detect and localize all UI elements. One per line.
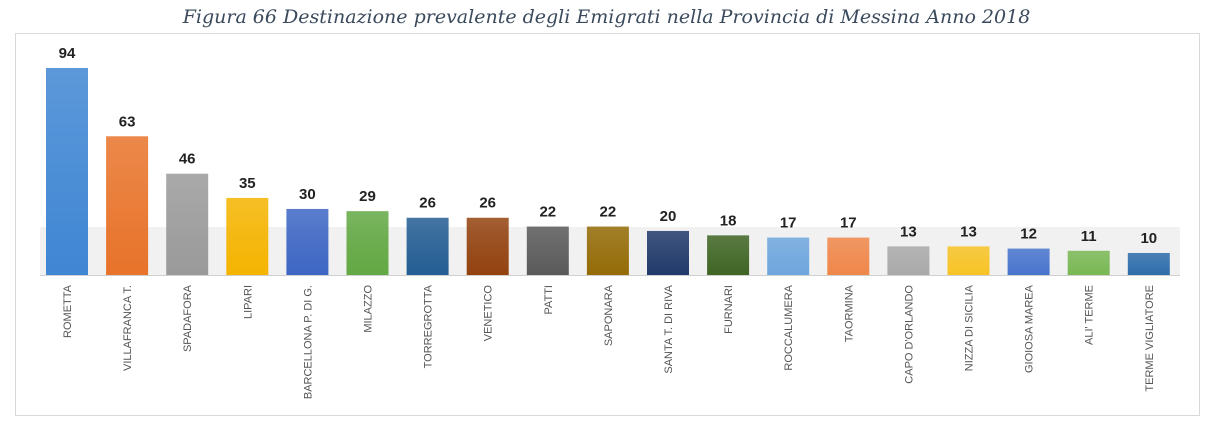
bar xyxy=(286,208,329,275)
bar xyxy=(166,173,209,275)
figure-caption: Figura 66 Destinazione prevalente degli … xyxy=(182,6,1031,28)
data-label: 18 xyxy=(720,212,737,229)
data-label: 17 xyxy=(780,215,797,232)
category-label: ROMETTA xyxy=(62,284,74,338)
data-label: 46 xyxy=(179,151,196,168)
bar xyxy=(226,197,269,275)
data-label: 22 xyxy=(539,204,556,221)
data-label: 26 xyxy=(479,195,496,212)
bar xyxy=(707,235,750,275)
category-label: VILLAFRANCA T. xyxy=(122,285,134,371)
category-label: PATTI xyxy=(543,285,555,315)
category-label: BARCELLONA P. DI G. xyxy=(302,285,314,399)
data-label: 26 xyxy=(419,195,436,212)
data-label: 29 xyxy=(359,188,376,205)
data-label: 35 xyxy=(239,175,256,192)
bar xyxy=(586,226,629,275)
bar xyxy=(767,237,810,275)
data-label: 10 xyxy=(1140,230,1157,247)
data-label: 13 xyxy=(900,223,917,240)
bar xyxy=(1127,252,1170,275)
bar xyxy=(466,217,509,275)
bar xyxy=(106,136,149,275)
chart-frame xyxy=(15,33,1200,416)
data-label: 94 xyxy=(59,45,76,62)
category-label: GIOIOSA MAREA xyxy=(1024,284,1036,373)
bar xyxy=(346,211,389,275)
category-label: TAORMINA xyxy=(843,284,855,342)
category-label: SANTA T. DI RIVA xyxy=(663,284,675,373)
category-label: MILAZZO xyxy=(363,285,375,333)
bar xyxy=(947,246,990,275)
bar xyxy=(647,230,689,275)
data-label: 20 xyxy=(660,208,677,225)
data-label: 12 xyxy=(1020,226,1037,243)
category-label: TERME VIGLIATORE xyxy=(1144,285,1156,392)
data-label: 63 xyxy=(119,113,136,130)
bar xyxy=(1067,250,1110,275)
data-label: 30 xyxy=(299,186,316,203)
category-label: TORREGROTTA xyxy=(423,284,435,368)
category-label: ROCCALUMERA xyxy=(783,284,795,370)
category-label: ALI' TERME xyxy=(1084,285,1096,345)
category-label: SPADAFORA xyxy=(182,284,194,352)
bar xyxy=(887,246,930,275)
category-label: SAPONARA xyxy=(603,284,615,346)
data-label: 13 xyxy=(960,223,977,240)
bar xyxy=(406,217,449,275)
data-label: 11 xyxy=(1081,228,1097,245)
bar xyxy=(1007,248,1050,275)
bar xyxy=(46,68,88,275)
category-label: CAPO D'ORLANDO xyxy=(903,285,915,384)
category-label: VENETICO xyxy=(483,285,495,342)
bar xyxy=(827,237,870,275)
category-label: FURNARI xyxy=(723,285,735,334)
category-label: NIZZA DI SICILIA xyxy=(964,284,976,371)
data-label: 22 xyxy=(600,204,617,221)
data-label: 17 xyxy=(840,215,857,232)
bar xyxy=(526,226,569,275)
category-label: LIPARI xyxy=(242,285,254,319)
